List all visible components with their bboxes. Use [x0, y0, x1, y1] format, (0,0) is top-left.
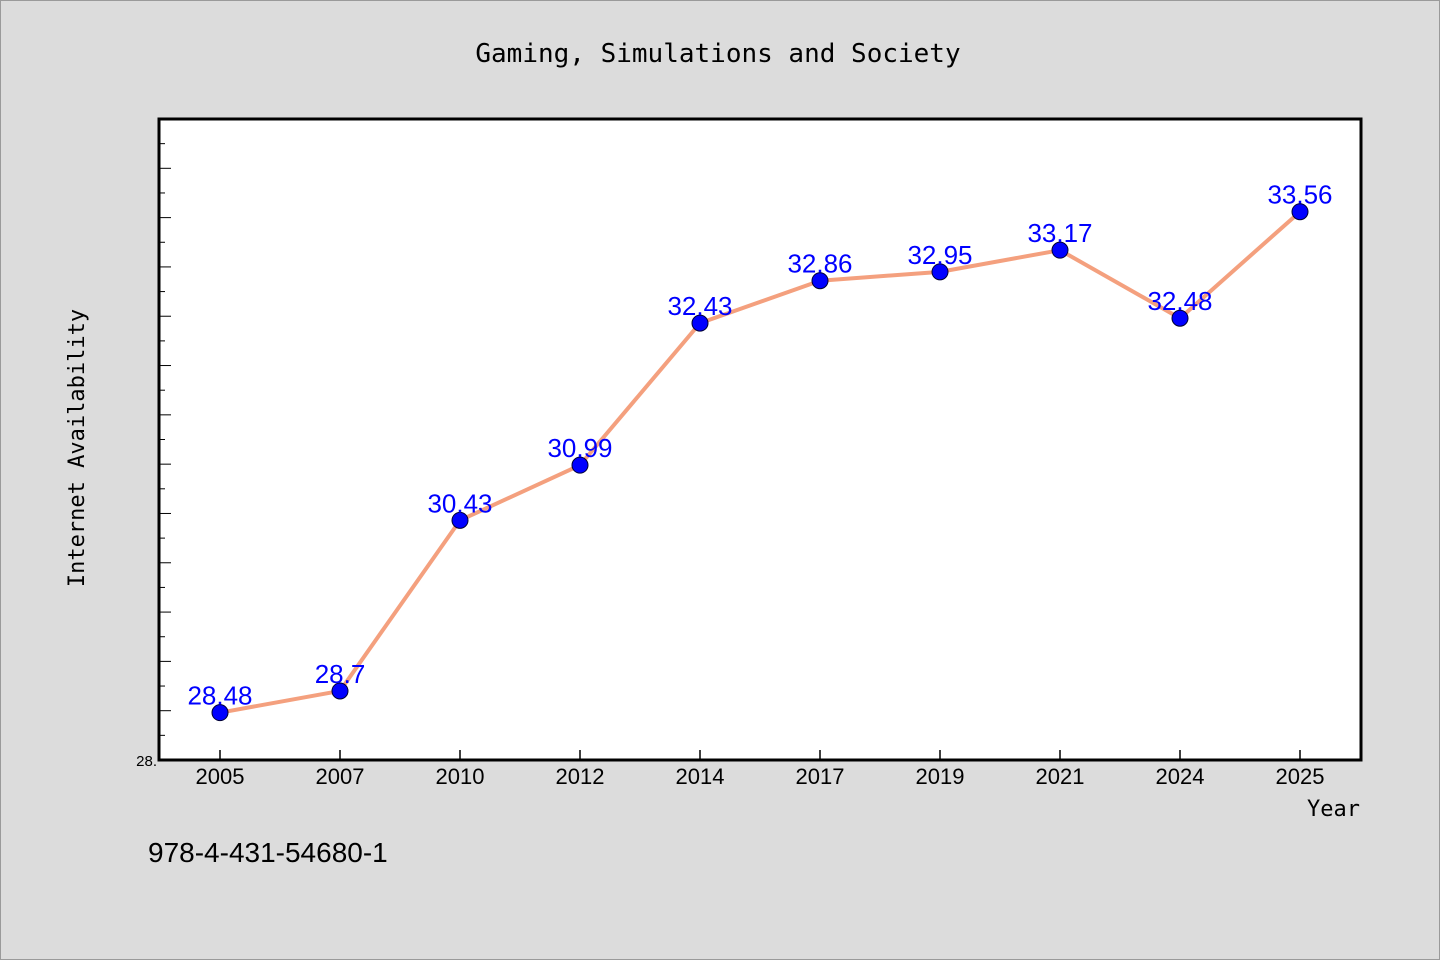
data-point-marker — [211, 704, 229, 722]
data-point-marker — [1051, 241, 1069, 259]
x-tick-label: 2025 — [1276, 764, 1325, 789]
data-label: 28.7 — [315, 659, 366, 689]
y-tick-label: 28. — [136, 753, 157, 770]
x-axis-label: Year — [1307, 797, 1360, 822]
data-label: 32.95 — [907, 240, 972, 270]
data-point-marker — [1171, 309, 1189, 327]
x-tick-label: 2010 — [436, 764, 485, 789]
x-axis-ticks: 2005 2007 2010 2012 2014 2017 2019 2021 2024 2025 — [196, 750, 1325, 789]
data-label: 28.48 — [187, 681, 252, 711]
data-point-marker — [691, 314, 709, 332]
data-point-marker — [931, 263, 949, 281]
data-label: 30.99 — [547, 433, 612, 463]
data-point-marker — [331, 682, 349, 700]
x-tick-label: 2007 — [316, 764, 365, 789]
x-tick-label: 2017 — [796, 764, 845, 789]
series-line — [219, 210, 1302, 715]
x-tick-label: 2012 — [556, 764, 605, 789]
data-label: 33.56 — [1267, 180, 1332, 210]
x-tick-label: 2005 — [196, 764, 245, 789]
series-group: 28.48 28.7 30.43 30.99 32.43 32.86 32.95 33.17 3… — [187, 180, 1333, 722]
x-tick-label: 2014 — [676, 764, 725, 789]
y-axis-ticks: 28. — [136, 143, 171, 770]
data-point-marker — [451, 511, 469, 529]
x-tick-label: 2019 — [916, 764, 965, 789]
y-axis-label: Internet Availability — [65, 309, 90, 587]
chart-title: Gaming, Simulations and Society — [475, 39, 960, 69]
data-point-marker — [811, 272, 829, 290]
data-point-marker — [1291, 203, 1309, 221]
data-label: 33.17 — [1027, 218, 1092, 248]
data-label: 32.86 — [787, 249, 852, 279]
plot-area — [157, 117, 1363, 762]
x-tick-label: 2021 — [1036, 764, 1085, 789]
data-point-marker — [571, 456, 589, 474]
footer-isbn-text: 978-4-431-54680-1 — [148, 837, 388, 868]
x-tick-label: 2024 — [1156, 764, 1205, 789]
data-label: 32.48 — [1147, 286, 1212, 316]
data-label: 30.43 — [427, 488, 492, 518]
data-label: 32.43 — [667, 291, 732, 321]
